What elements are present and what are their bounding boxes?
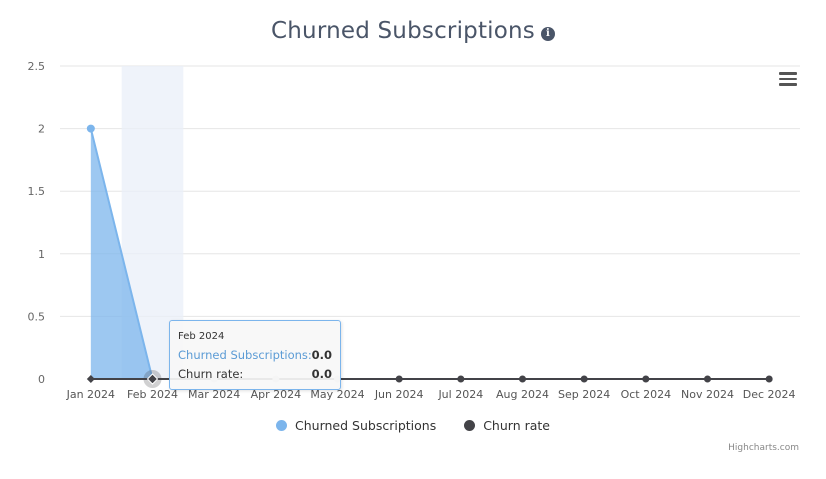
churn-rate-point [395, 375, 403, 383]
churn-rate-point [519, 375, 526, 383]
tooltip-row-churn-rate: Churn rate: 0.0 [178, 367, 332, 381]
x-tick-label: Jun 2024 [374, 388, 424, 401]
churned-point [86, 124, 95, 133]
x-tick-label: Apr 2024 [251, 388, 302, 401]
tooltip: Feb 2024 Churned Subscriptions: 0.0 Chur… [169, 320, 341, 390]
x-tick-label: Oct 2024 [621, 388, 672, 401]
y-tick-label: 1.5 [28, 185, 46, 198]
churn-rate-point [86, 375, 95, 383]
y-tick-label: 0 [38, 373, 45, 386]
legend-label: Churned Subscriptions [295, 418, 437, 433]
x-tick-label: Mar 2024 [188, 388, 240, 401]
tooltip-label: Churned Subscriptions: [178, 348, 312, 362]
churn-rate-point [704, 375, 711, 383]
x-tick-label: Aug 2024 [496, 388, 549, 401]
credit-link[interactable]: Highcharts.com [728, 443, 799, 453]
y-axis-ticks: 0 0.5 1 1.5 2 2.5 [28, 60, 46, 386]
hamburger-menu-icon[interactable] [779, 72, 797, 86]
x-tick-label: Sep 2024 [558, 388, 610, 401]
x-tick-label: Jul 2024 [437, 388, 483, 401]
y-tick-label: 2 [38, 123, 45, 136]
tooltip-value: 0.0 [311, 367, 332, 381]
tooltip-row-churned: Churned Subscriptions: 0.0 [178, 348, 332, 362]
x-tick-label: May 2024 [310, 388, 364, 401]
churn-rate-point [457, 375, 465, 383]
chart-title-text: Churned Subscriptions [271, 18, 535, 44]
y-tick-label: 2.5 [28, 60, 46, 73]
x-tick-label: Feb 2024 [127, 388, 178, 401]
legend-item-churn-rate[interactable]: Churn rate [464, 418, 550, 433]
tooltip-label: Churn rate: [178, 367, 244, 381]
legend-marker [276, 420, 288, 431]
tooltip-header: Feb 2024 [178, 331, 225, 342]
y-tick-label: 1 [38, 248, 45, 261]
churn-rate-point [146, 373, 159, 385]
churn-rate-point [765, 375, 773, 383]
x-axis-ticks: Jan 2024 Feb 2024 Mar 2024 Apr 2024 May 2024… [66, 388, 796, 401]
tooltip-value: 0.0 [311, 348, 332, 362]
chart-title: Churned Subscriptions i [0, 18, 826, 44]
x-tick-label: Nov 2024 [681, 388, 734, 401]
churn-rate-point [580, 375, 588, 383]
x-tick-label: Dec 2024 [743, 388, 796, 401]
x-tick-label: Jan 2024 [66, 388, 115, 401]
churn-rate-point [642, 375, 650, 383]
legend-item-churned-subscriptions[interactable]: Churned Subscriptions [276, 418, 436, 433]
info-icon[interactable]: i [541, 27, 555, 41]
legend-label: Churn rate [483, 418, 550, 433]
y-tick-label: 0.5 [28, 310, 46, 323]
legend-marker [464, 420, 476, 431]
legend: Churned Subscriptions Churn rate [0, 418, 826, 434]
